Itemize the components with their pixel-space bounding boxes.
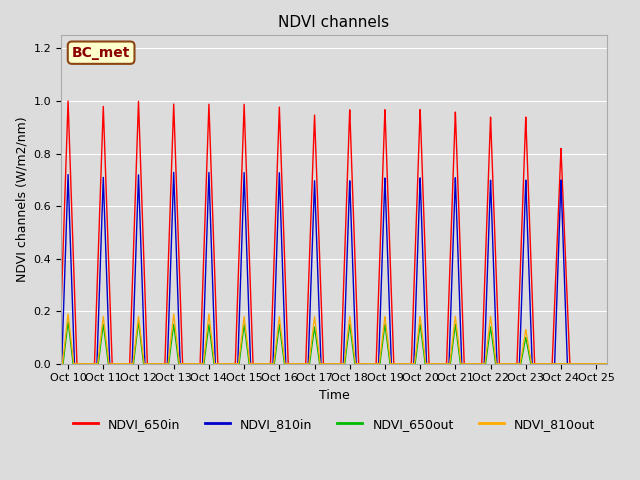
Line: NDVI_810in: NDVI_810in	[61, 172, 607, 364]
Line: NDVI_810out: NDVI_810out	[61, 314, 607, 364]
NDVI_810out	[287, 361, 295, 367]
NDVI_650out	[532, 361, 540, 367]
NDVI_810out	[480, 361, 488, 367]
NDVI_650out	[480, 361, 488, 367]
NDVI_810in	[253, 361, 260, 367]
NDVI_650in	[480, 298, 488, 304]
NDVI_810in	[287, 361, 295, 367]
NDVI_810in	[278, 236, 285, 242]
NDVI_650in	[532, 361, 540, 367]
NDVI_810in	[480, 361, 488, 367]
Title: NDVI channels: NDVI channels	[278, 15, 390, 30]
NDVI_650out	[246, 361, 253, 367]
NDVI_810out	[278, 332, 285, 338]
NDVI_650out	[253, 361, 260, 367]
NDVI_650in	[253, 361, 260, 367]
NDVI_650in	[278, 170, 285, 176]
NDVI_810out	[603, 361, 611, 367]
NDVI_810out	[253, 361, 260, 367]
NDVI_650out	[287, 361, 295, 367]
NDVI_650in	[287, 361, 295, 367]
NDVI_650out	[64, 319, 72, 324]
NDVI_810out	[532, 361, 540, 367]
NDVI_650out	[603, 361, 611, 367]
NDVI_810in	[246, 336, 253, 342]
Text: BC_met: BC_met	[72, 46, 131, 60]
NDVI_650out	[57, 361, 65, 367]
NDVI_650out	[278, 339, 285, 345]
NDVI_650in	[57, 308, 65, 314]
NDVI_650in	[73, 361, 81, 367]
NDVI_810in	[603, 361, 611, 367]
NDVI_650in	[246, 266, 253, 272]
NDVI_810in	[170, 169, 177, 175]
NDVI_810in	[57, 361, 65, 367]
Line: NDVI_650in: NDVI_650in	[61, 101, 607, 364]
NDVI_810in	[532, 361, 540, 367]
Legend: NDVI_650in, NDVI_810in, NDVI_650out, NDVI_810out: NDVI_650in, NDVI_810in, NDVI_650out, NDV…	[68, 413, 600, 436]
NDVI_650in	[603, 361, 611, 367]
NDVI_810out	[64, 311, 72, 317]
NDVI_810out	[246, 360, 253, 366]
Line: NDVI_650out: NDVI_650out	[61, 322, 607, 364]
NDVI_650in	[64, 98, 72, 104]
X-axis label: Time: Time	[319, 389, 349, 402]
Y-axis label: NDVI channels (W/m2/nm): NDVI channels (W/m2/nm)	[15, 117, 28, 282]
NDVI_810out	[57, 361, 65, 367]
